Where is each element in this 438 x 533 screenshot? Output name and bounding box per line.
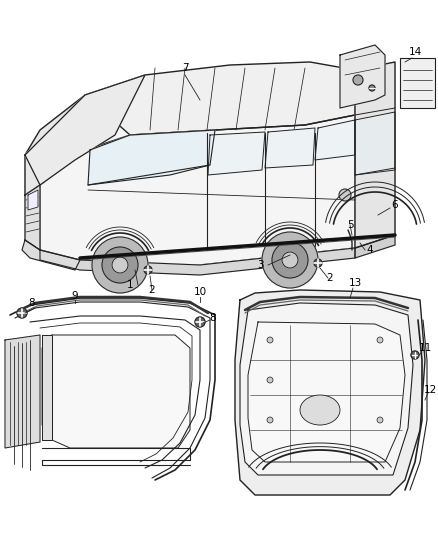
Polygon shape bbox=[315, 120, 355, 160]
Text: 8: 8 bbox=[28, 298, 35, 308]
Polygon shape bbox=[40, 95, 355, 265]
Polygon shape bbox=[235, 290, 425, 495]
Circle shape bbox=[92, 237, 148, 293]
Polygon shape bbox=[28, 190, 38, 210]
Bar bbox=[400, 58, 435, 108]
Polygon shape bbox=[355, 235, 395, 258]
Circle shape bbox=[112, 257, 128, 273]
Text: 7: 7 bbox=[182, 63, 188, 73]
Circle shape bbox=[377, 417, 383, 423]
Circle shape bbox=[17, 308, 27, 318]
Circle shape bbox=[411, 351, 419, 359]
Text: 3: 3 bbox=[257, 260, 263, 270]
Text: 14: 14 bbox=[408, 47, 422, 57]
Polygon shape bbox=[40, 248, 355, 275]
Polygon shape bbox=[25, 75, 145, 185]
Circle shape bbox=[314, 259, 322, 267]
Polygon shape bbox=[25, 185, 40, 250]
Circle shape bbox=[262, 232, 318, 288]
Circle shape bbox=[282, 252, 298, 268]
Circle shape bbox=[267, 337, 273, 343]
Text: 13: 13 bbox=[348, 278, 362, 288]
Polygon shape bbox=[22, 240, 80, 270]
Text: 10: 10 bbox=[194, 287, 207, 297]
Text: 8: 8 bbox=[210, 313, 216, 323]
Circle shape bbox=[267, 377, 273, 383]
Text: 11: 11 bbox=[418, 343, 431, 353]
Circle shape bbox=[377, 337, 383, 343]
Circle shape bbox=[102, 247, 138, 283]
Polygon shape bbox=[265, 128, 315, 168]
Circle shape bbox=[144, 266, 152, 274]
Text: 6: 6 bbox=[392, 200, 398, 210]
Circle shape bbox=[195, 317, 205, 327]
Polygon shape bbox=[355, 112, 395, 175]
Polygon shape bbox=[248, 322, 405, 462]
Circle shape bbox=[272, 242, 308, 278]
Polygon shape bbox=[240, 303, 413, 475]
Polygon shape bbox=[340, 45, 385, 108]
Text: 5: 5 bbox=[347, 220, 353, 230]
Polygon shape bbox=[5, 335, 40, 448]
Circle shape bbox=[267, 417, 273, 423]
Ellipse shape bbox=[300, 395, 340, 425]
Polygon shape bbox=[42, 335, 190, 448]
Circle shape bbox=[353, 75, 363, 85]
Polygon shape bbox=[42, 335, 52, 440]
Polygon shape bbox=[25, 95, 85, 195]
Text: 9: 9 bbox=[72, 291, 78, 301]
Circle shape bbox=[339, 189, 351, 201]
Text: 4: 4 bbox=[367, 245, 373, 255]
Polygon shape bbox=[85, 62, 355, 150]
Circle shape bbox=[369, 85, 375, 91]
Text: 12: 12 bbox=[424, 385, 437, 395]
Polygon shape bbox=[208, 132, 265, 175]
Text: 2: 2 bbox=[327, 273, 333, 283]
Polygon shape bbox=[88, 130, 215, 185]
Polygon shape bbox=[355, 62, 395, 248]
Text: 2: 2 bbox=[148, 285, 155, 295]
Text: 1: 1 bbox=[127, 280, 133, 290]
